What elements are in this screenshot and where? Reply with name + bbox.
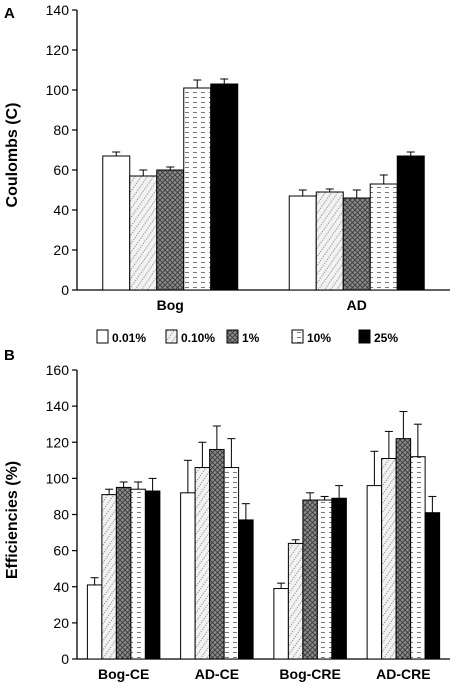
bar-1 xyxy=(115,486,132,660)
x-category-label: Bog-CRE xyxy=(279,666,340,682)
legend-swatch-0-01 xyxy=(96,329,109,344)
panel-a: A Coulombs (C) 0 20 40 60 80 100 120 140 Bog AD xyxy=(4,2,450,313)
y-tick-label: 100 xyxy=(46,470,70,486)
bar-10 xyxy=(410,456,426,660)
legend-swatch-0-10 xyxy=(165,329,178,344)
y-tick-label: 120 xyxy=(46,434,70,450)
bar-25 xyxy=(210,83,239,291)
legend-swatch-10 xyxy=(291,329,304,344)
legend-swatch-25 xyxy=(358,329,371,344)
x-category-label: Bog xyxy=(157,297,184,313)
bar-0-10 xyxy=(194,467,211,660)
bar-10 xyxy=(130,488,146,660)
bar-1 xyxy=(209,448,225,660)
y-tick-label: 20 xyxy=(53,615,69,631)
bar-10 xyxy=(316,499,333,660)
legend-label-25: 25% xyxy=(374,331,398,345)
y-tick-label: 140 xyxy=(46,398,70,414)
bar-1 xyxy=(156,169,185,291)
bar-0-01 xyxy=(180,492,196,660)
panel-b-bars xyxy=(86,411,441,660)
x-category-label: Bog-CE xyxy=(98,666,149,682)
y-tick-label: 60 xyxy=(53,543,69,559)
bar-0-01 xyxy=(288,195,317,291)
bar-0-10 xyxy=(287,542,304,660)
bar-0-01 xyxy=(273,588,289,660)
y-tick-label: 140 xyxy=(46,2,70,18)
bar-1 xyxy=(302,499,318,660)
legend-label-0-10: 0.10% xyxy=(181,331,215,345)
bar-25 xyxy=(238,519,254,660)
panel-a-axes: 0 20 40 60 80 100 120 140 Bog AD xyxy=(46,2,450,313)
legend-label-0-01: 0.01% xyxy=(112,331,146,345)
bar-25 xyxy=(331,497,347,660)
y-tick-label: 40 xyxy=(53,579,69,595)
panel-a-y-axis-label: Coulombs (C) xyxy=(4,103,21,208)
bar-25 xyxy=(424,512,441,660)
x-category-label: AD-CE xyxy=(195,666,239,682)
bar-0-01 xyxy=(102,155,131,291)
bar-0-10 xyxy=(129,175,158,291)
y-tick-label: 20 xyxy=(53,242,69,258)
panel-a-letter: A xyxy=(4,5,15,22)
panel-b-letter: B xyxy=(4,347,15,364)
panel-b: B Efficiencies (%) 0 20 40 60 80 100 120 140 160… xyxy=(4,347,450,682)
x-category-label: AD xyxy=(347,297,367,313)
panel-b-axes: 0 20 40 60 80 100 120 140 160 Bog-CE AD-CE Bog-CRE A… xyxy=(46,362,450,682)
y-tick-label: 40 xyxy=(53,202,69,218)
legend-swatch-1 xyxy=(226,329,239,344)
bar-1 xyxy=(342,197,371,291)
y-tick-label: 0 xyxy=(61,651,69,667)
bar-0-01 xyxy=(86,584,103,660)
y-tick-label: 120 xyxy=(46,42,70,58)
bar-10 xyxy=(223,467,240,660)
y-tick-label: 80 xyxy=(53,122,69,138)
bar-10 xyxy=(183,87,212,291)
y-tick-label: 80 xyxy=(53,507,69,523)
legend-label-10: 10% xyxy=(307,331,331,345)
y-tick-label: 0 xyxy=(61,282,69,298)
bar-25 xyxy=(396,155,425,291)
panel-a-bars xyxy=(102,78,425,291)
legend-label-1: 1% xyxy=(242,331,260,345)
bar-0-10 xyxy=(315,191,344,291)
y-tick-label: 100 xyxy=(46,82,70,98)
panel-b-y-axis-label: Efficiencies (%) xyxy=(4,461,21,579)
x-category-label: AD-CRE xyxy=(376,666,430,682)
bar-0-10 xyxy=(101,494,117,660)
bar-1 xyxy=(395,438,412,660)
bar-10 xyxy=(369,183,398,291)
y-tick-label: 60 xyxy=(53,162,69,178)
y-tick-label: 160 xyxy=(46,362,70,378)
bar-25 xyxy=(144,490,161,660)
legend: 0.01% 0.10% 1% 10% 25% xyxy=(96,329,398,345)
bar-0-10 xyxy=(381,458,397,660)
bar-0-01 xyxy=(366,485,383,660)
